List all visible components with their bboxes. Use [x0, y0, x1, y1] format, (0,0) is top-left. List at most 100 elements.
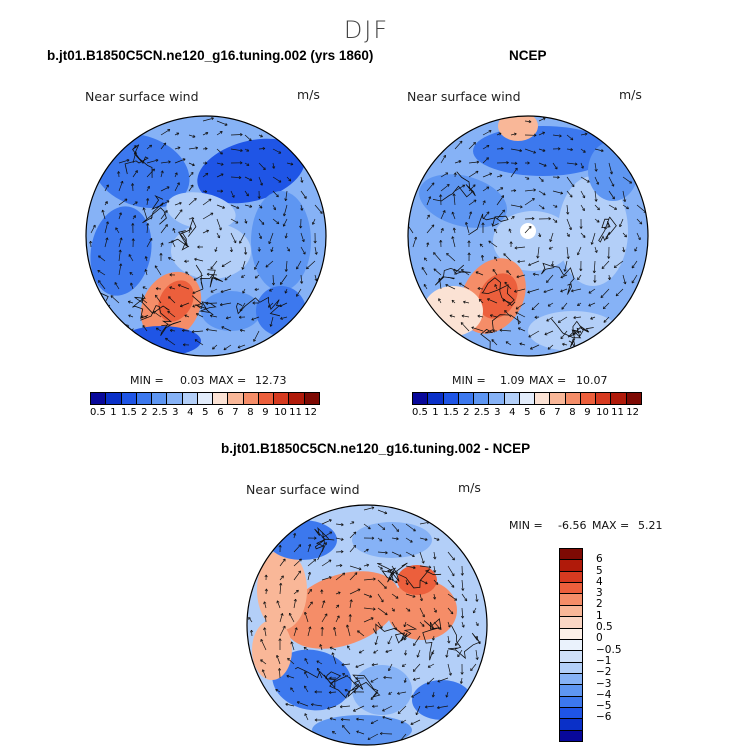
model-colorbar-swatch [244, 393, 259, 404]
diff-colorbar-tick-label: 2 [596, 598, 603, 610]
ncep-colorbar-swatch [428, 393, 443, 404]
diff-min-value: -6.56 [558, 519, 586, 532]
ncep-panel-title: NCEP [509, 48, 547, 63]
ncep-colorbar-tick-label: 4 [505, 407, 520, 418]
model-colorbar-swatch [213, 393, 228, 404]
wind-vector [380, 734, 392, 735]
model-colorbar-swatch [183, 393, 198, 404]
ncep-colorbar-tick-label: 2 [459, 407, 474, 418]
ncep-colorbar-tick-label: 6 [535, 407, 550, 418]
model-colorbar [90, 392, 320, 405]
wind-field-patch [397, 565, 437, 595]
diff-colorbar-tick-label: 0 [596, 632, 603, 644]
ncep-colorbar-swatch [611, 393, 626, 404]
model-colorbar-swatch [91, 393, 106, 404]
ncep-colorbar-tick-label: 1.5 [443, 407, 459, 418]
wind-field-patch [423, 286, 483, 336]
wind-field-patch [520, 223, 536, 239]
diff-colorbar-swatch [560, 640, 582, 651]
ncep-colorbar-tick-label: 10 [595, 407, 610, 418]
model-colorbar-tick-label: 2 [137, 407, 152, 418]
diff-colorbar-tick-label: 0.5 [596, 621, 613, 633]
ncep-colorbar-swatch [566, 393, 581, 404]
model-colorbar-swatch [122, 393, 137, 404]
ncep-units-label: m/s [619, 87, 642, 102]
model-colorbar-tick-label: 8 [243, 407, 258, 418]
model-colorbar-swatch [106, 393, 121, 404]
model-colorbar-tick-label: 2.5 [152, 407, 168, 418]
diff-colorbar-swatch [560, 697, 582, 708]
model-colorbar-tick-label: 5 [198, 407, 213, 418]
wind-field-patch [267, 520, 337, 560]
diff-max-label: MAX = [592, 519, 629, 532]
diff-colorbar-tick-label: 1 [596, 610, 603, 622]
diff-colorbar-swatch [560, 549, 582, 560]
wind-vector [206, 303, 217, 304]
diff-units-label: m/s [458, 480, 481, 495]
ncep-colorbar-swatch [413, 393, 428, 404]
ncep-colorbar-swatch [505, 393, 520, 404]
ncep-max-value: 10.07 [576, 374, 608, 387]
model-colorbar-tick-label: 12 [303, 407, 318, 418]
diff-colorbar-swatch [560, 560, 582, 571]
model-colorbar-tick-label: 1.5 [121, 407, 137, 418]
diff-panel-title: b.jt01.B1850C5CN.ne120_g16.tuning.002 - … [221, 441, 530, 456]
model-colorbar-tick-label: 9 [258, 407, 273, 418]
model-panel-title: b.jt01.B1850C5CN.ne120_g16.tuning.002 (y… [47, 48, 373, 63]
ncep-colorbar-swatch [474, 393, 489, 404]
model-colorbar-swatch [167, 393, 182, 404]
model-max-label: MAX = [209, 374, 246, 387]
ncep-colorbar-swatch [459, 393, 474, 404]
model-colorbar-tick-label: 7 [228, 407, 243, 418]
diff-colorbar-swatch [560, 583, 582, 594]
ncep-colorbar-swatch [596, 393, 611, 404]
model-colorbar-swatch [289, 393, 304, 404]
diff-colorbar-swatch [560, 708, 582, 719]
diff-colorbar-tick-label: −4 [596, 689, 611, 701]
diff-colorbar-tick-label: 6 [596, 553, 603, 565]
model-max-value: 12.73 [255, 374, 287, 387]
model-colorbar-tick-label: 3 [168, 407, 183, 418]
model-colorbar-swatch [274, 393, 289, 404]
model-colorbar-tick-label: 11 [288, 407, 303, 418]
model-colorbar-swatch [137, 393, 152, 404]
diff-colorbar-swatch [560, 719, 582, 730]
ncep-colorbar-tick-label: 12 [625, 407, 640, 418]
ncep-min-value: 1.09 [500, 374, 525, 387]
wind-vector [525, 219, 534, 220]
wind-field-patch [201, 291, 261, 331]
ncep-colorbar-tick-label: 7 [550, 407, 565, 418]
model-min-value: 0.03 [180, 374, 205, 387]
diff-colorbar-swatch [560, 674, 582, 685]
ncep-colorbar-swatch [444, 393, 459, 404]
model-colorbar-swatch [198, 393, 213, 404]
model-variable-label: Near surface wind [85, 89, 199, 104]
ncep-colorbar-tick-label: 0.5 [412, 407, 428, 418]
diff-wind-map [242, 500, 492, 750]
ncep-colorbar-swatch [535, 393, 550, 404]
diff-colorbar-swatch [560, 731, 582, 741]
ncep-max-label: MAX = [529, 374, 566, 387]
ncep-variable-label: Near surface wind [407, 89, 521, 104]
diff-colorbar-tick-label: −0.5 [596, 644, 622, 656]
model-wind-map [81, 111, 331, 361]
ncep-colorbar-tick-label: 8 [565, 407, 580, 418]
ncep-colorbar-swatch [627, 393, 641, 404]
model-colorbar-tick-label: 1 [106, 407, 121, 418]
season-title: DJF [0, 16, 733, 44]
diff-colorbar-tick-label: −2 [596, 666, 611, 678]
ncep-min-label: MIN = [452, 374, 486, 387]
diff-colorbar [559, 548, 583, 742]
diff-colorbar-tick-label: −3 [596, 678, 611, 690]
diff-max-value: 5.21 [638, 519, 663, 532]
ncep-colorbar-swatch [489, 393, 504, 404]
model-colorbar-swatch [152, 393, 167, 404]
model-colorbar-swatch [305, 393, 319, 404]
wind-field-patch [588, 141, 638, 201]
diff-colorbar-tick-label: 3 [596, 587, 603, 599]
diff-min-label: MIN = [509, 519, 543, 532]
diff-colorbar-swatch [560, 685, 582, 696]
model-min-label: MIN = [130, 374, 164, 387]
diff-colorbar-swatch [560, 572, 582, 583]
